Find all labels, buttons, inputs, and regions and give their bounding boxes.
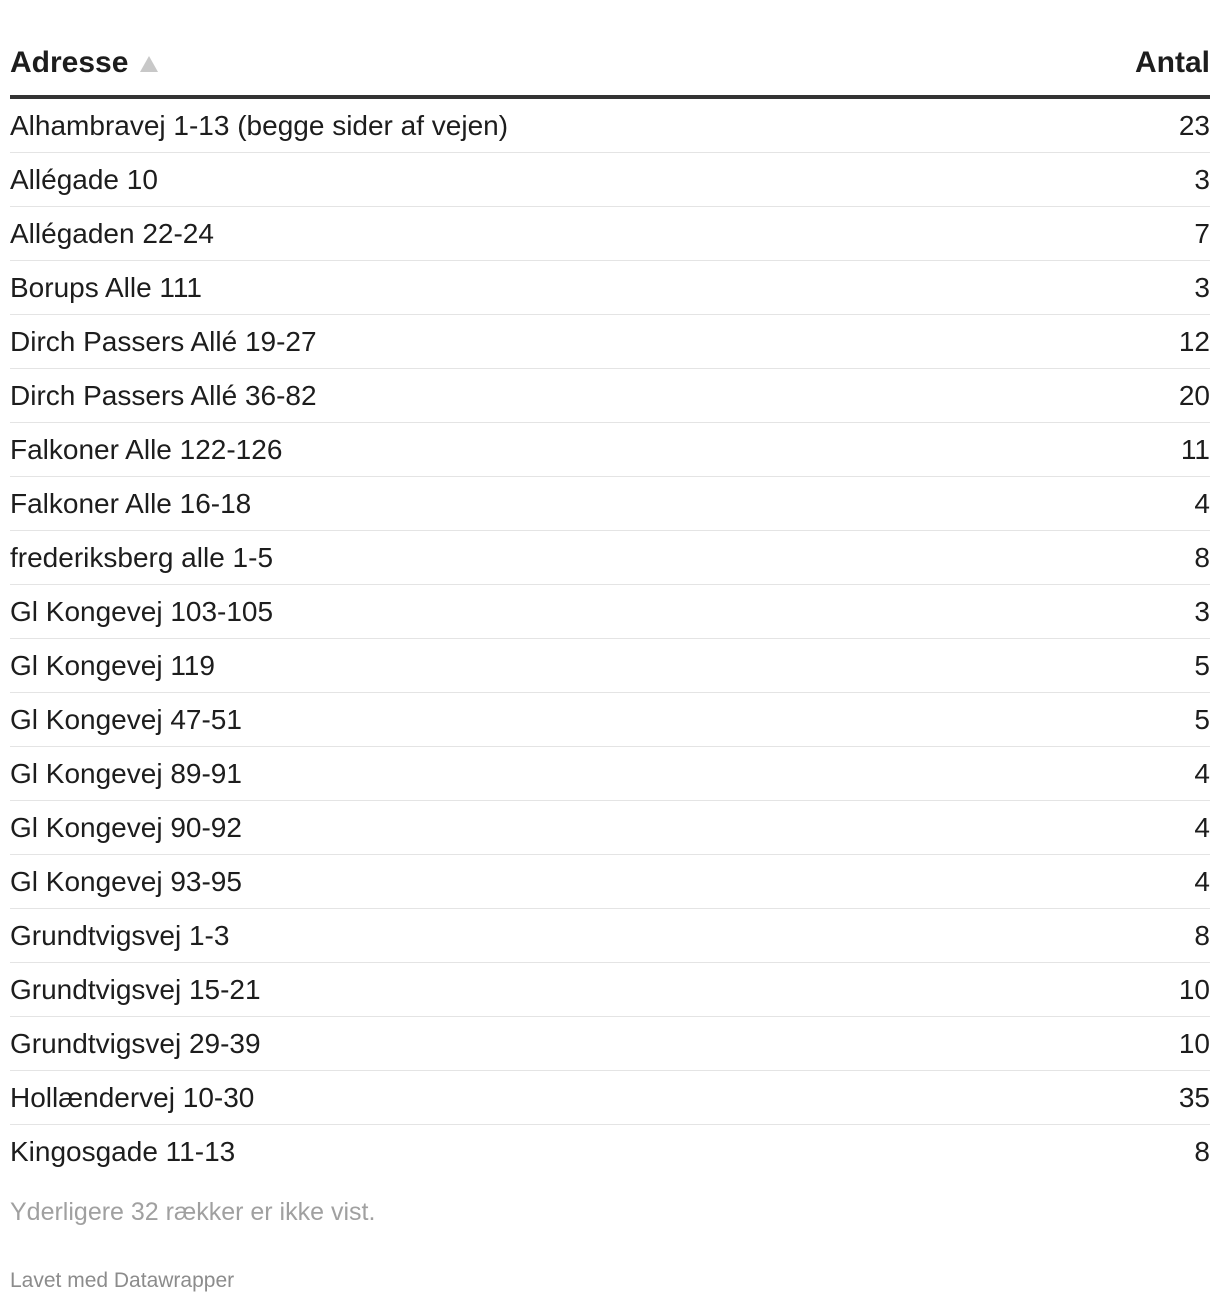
count-cell: 3 bbox=[1194, 271, 1210, 303]
table-row: Gl Kongevej 89-91 4 bbox=[10, 747, 1210, 801]
table-row: Gl Kongevej 93-95 4 bbox=[10, 855, 1210, 909]
count-cell: 10 bbox=[1178, 973, 1210, 1005]
table-row: Gl Kongevej 103-105 3 bbox=[10, 585, 1210, 639]
address-cell: Gl Kongevej 93-95 bbox=[10, 865, 242, 897]
data-table: Adresse Antal Alhambravej 1-13 (begge si… bbox=[10, 0, 1210, 1179]
count-cell: 5 bbox=[1194, 649, 1210, 681]
table-row: Gl Kongevej 47-51 5 bbox=[10, 693, 1210, 747]
table-row: Dirch Passers Allé 19-27 12 bbox=[10, 315, 1210, 369]
table-row: Falkoner Alle 122-126 11 bbox=[10, 423, 1210, 477]
address-cell: frederiksberg alle 1-5 bbox=[10, 541, 274, 573]
address-cell: Hollændervej 10-30 bbox=[10, 1081, 255, 1113]
address-cell: Allégade 10 bbox=[10, 163, 158, 195]
column-header-address-label: Adresse bbox=[10, 46, 129, 79]
address-cell: Borups Alle 111 bbox=[10, 271, 202, 303]
sort-ascending-icon bbox=[140, 56, 159, 72]
count-cell: 8 bbox=[1194, 919, 1210, 951]
table-row: Borups Alle 111 3 bbox=[10, 261, 1210, 315]
address-cell: Gl Kongevej 90-92 bbox=[10, 811, 242, 843]
table-row: Gl Kongevej 90-92 4 bbox=[10, 801, 1210, 855]
count-cell: 10 bbox=[1178, 1027, 1210, 1059]
count-cell: 35 bbox=[1178, 1081, 1210, 1113]
address-cell: Dirch Passers Allé 36-82 bbox=[10, 379, 317, 411]
count-cell: 20 bbox=[1178, 379, 1210, 411]
table-row: Dirch Passers Allé 36-82 20 bbox=[10, 369, 1210, 423]
address-cell: Falkoner Alle 122-126 bbox=[10, 433, 283, 465]
count-cell: 4 bbox=[1194, 757, 1210, 789]
address-cell: Kingosgade 11-13 bbox=[10, 1136, 236, 1167]
count-cell: 23 bbox=[1178, 109, 1210, 141]
table-body: Alhambravej 1-13 (begge sider af vejen) 2… bbox=[10, 99, 1210, 1179]
count-cell: 5 bbox=[1194, 703, 1210, 735]
count-cell: 8 bbox=[1194, 1136, 1210, 1167]
table-row: Hollændervej 10-30 35 bbox=[10, 1071, 1210, 1125]
table-row: Grundtvigsvej 15-21 10 bbox=[10, 963, 1210, 1017]
datawrapper-credit-link[interactable]: Lavet med Datawrapper bbox=[10, 1269, 235, 1292]
count-cell: 3 bbox=[1194, 163, 1210, 195]
table-row: Grundtvigsvej 1-3 8 bbox=[10, 909, 1210, 963]
table-row: Kingosgade 11-13 8 bbox=[10, 1125, 1210, 1179]
table-header: Adresse Antal bbox=[10, 0, 1210, 99]
column-header-count[interactable]: Antal bbox=[1135, 44, 1210, 82]
count-cell: 4 bbox=[1194, 865, 1210, 897]
column-header-address[interactable]: Adresse bbox=[10, 44, 159, 82]
count-cell: 3 bbox=[1194, 595, 1210, 627]
address-cell: Gl Kongevej 89-91 bbox=[10, 757, 242, 789]
more-rows-note: Yderligere 32 rækker er ikke vist. bbox=[10, 1198, 376, 1226]
table-row: Grundtvigsvej 29-39 10 bbox=[10, 1017, 1210, 1071]
count-cell: 4 bbox=[1194, 811, 1210, 843]
table-row: Allégaden 22-24 7 bbox=[10, 207, 1210, 261]
table-row: Allégade 10 3 bbox=[10, 153, 1210, 207]
address-cell: Grundtvigsvej 15-21 bbox=[10, 973, 261, 1005]
count-cell: 12 bbox=[1178, 325, 1210, 357]
count-cell: 7 bbox=[1194, 217, 1210, 249]
address-cell: Gl Kongevej 103-105 bbox=[10, 595, 274, 627]
address-cell: Grundtvigsvej 1-3 bbox=[10, 919, 230, 951]
count-cell: 8 bbox=[1194, 541, 1210, 573]
address-cell: Gl Kongevej 47-51 bbox=[10, 703, 242, 735]
table-row: Falkoner Alle 16-18 4 bbox=[10, 477, 1210, 531]
address-cell: Dirch Passers Allé 19-27 bbox=[10, 325, 317, 357]
column-header-count-label: Antal bbox=[1135, 46, 1210, 79]
table-row: Alhambravej 1-13 (begge sider af vejen) 2… bbox=[10, 99, 1210, 153]
count-cell: 11 bbox=[1180, 433, 1210, 465]
address-cell: Grundtvigsvej 29-39 bbox=[10, 1027, 261, 1059]
table-row: Gl Kongevej 119 5 bbox=[10, 639, 1210, 693]
address-cell: Alhambravej 1-13 (begge sider af vejen) bbox=[10, 109, 509, 141]
table-row: frederiksberg alle 1-5 8 bbox=[10, 531, 1210, 585]
address-cell: Allégaden 22-24 bbox=[10, 217, 214, 249]
count-cell: 4 bbox=[1194, 487, 1210, 519]
address-cell: Gl Kongevej 119 bbox=[10, 649, 215, 681]
address-cell: Falkoner Alle 16-18 bbox=[10, 487, 252, 519]
